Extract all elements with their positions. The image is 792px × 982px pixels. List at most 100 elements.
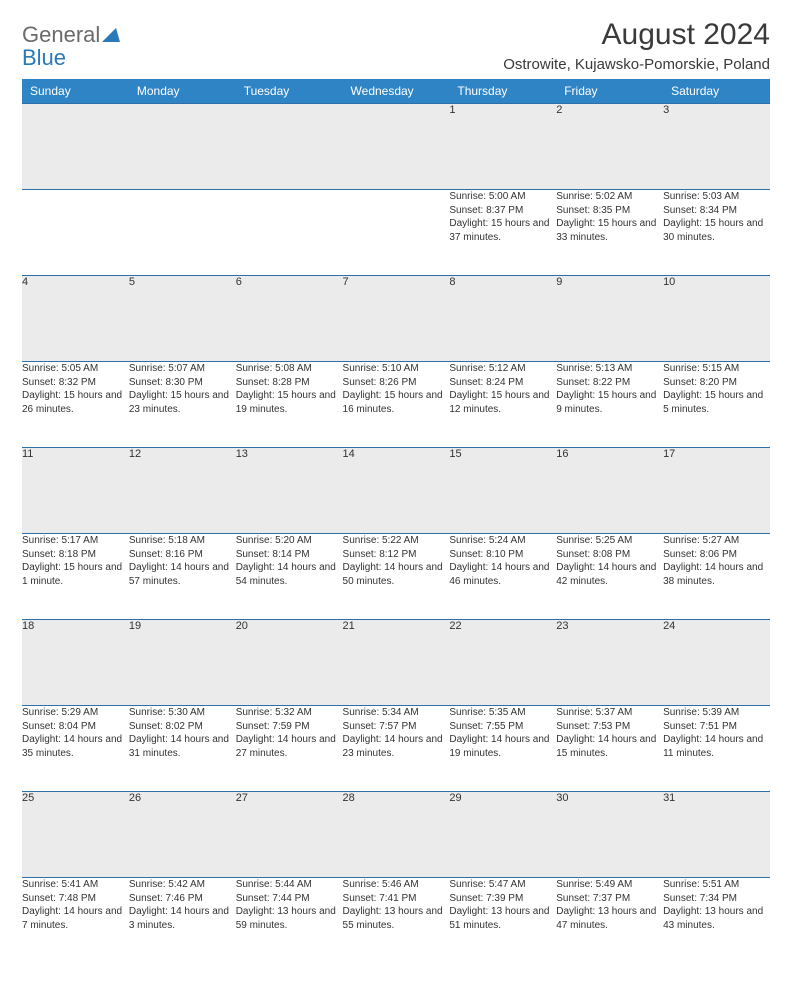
day-info-cell: Sunrise: 5:03 AMSunset: 8:34 PMDaylight:… xyxy=(663,190,770,276)
day-number-cell: 22 xyxy=(449,620,556,706)
day-info-row: Sunrise: 5:00 AMSunset: 8:37 PMDaylight:… xyxy=(22,190,770,276)
day-number-cell: 4 xyxy=(22,276,129,362)
day-info-cell: Sunrise: 5:34 AMSunset: 7:57 PMDaylight:… xyxy=(343,706,450,792)
day-number-row: 123 xyxy=(22,104,770,190)
day-info-cell: Sunrise: 5:42 AMSunset: 7:46 PMDaylight:… xyxy=(129,878,236,964)
day-number-cell xyxy=(236,104,343,190)
day-info-cell: Sunrise: 5:00 AMSunset: 8:37 PMDaylight:… xyxy=(449,190,556,276)
day-number-cell xyxy=(343,104,450,190)
day-info-cell xyxy=(343,190,450,276)
day-info-cell: Sunrise: 5:22 AMSunset: 8:12 PMDaylight:… xyxy=(343,534,450,620)
day-info-cell: Sunrise: 5:27 AMSunset: 8:06 PMDaylight:… xyxy=(663,534,770,620)
day-number-cell: 31 xyxy=(663,792,770,878)
day-number-cell: 25 xyxy=(22,792,129,878)
day-number-cell: 5 xyxy=(129,276,236,362)
day-number-row: 25262728293031 xyxy=(22,792,770,878)
day-info-cell: Sunrise: 5:24 AMSunset: 8:10 PMDaylight:… xyxy=(449,534,556,620)
day-info-cell: Sunrise: 5:49 AMSunset: 7:37 PMDaylight:… xyxy=(556,878,663,964)
header: General Blue August 2024 Ostrowite, Kuja… xyxy=(22,18,770,73)
day-number-cell: 16 xyxy=(556,448,663,534)
logo-word-2: Blue xyxy=(22,45,66,70)
day-info-cell: Sunrise: 5:41 AMSunset: 7:48 PMDaylight:… xyxy=(22,878,129,964)
day-info-row: Sunrise: 5:05 AMSunset: 8:32 PMDaylight:… xyxy=(22,362,770,448)
col-tuesday: Tuesday xyxy=(236,79,343,104)
day-number-row: 18192021222324 xyxy=(22,620,770,706)
calendar-table: Sunday Monday Tuesday Wednesday Thursday… xyxy=(22,79,770,964)
day-number-cell xyxy=(129,104,236,190)
day-info-cell: Sunrise: 5:35 AMSunset: 7:55 PMDaylight:… xyxy=(449,706,556,792)
col-sunday: Sunday xyxy=(22,79,129,104)
day-info-cell: Sunrise: 5:13 AMSunset: 8:22 PMDaylight:… xyxy=(556,362,663,448)
day-number-cell: 6 xyxy=(236,276,343,362)
day-info-row: Sunrise: 5:29 AMSunset: 8:04 PMDaylight:… xyxy=(22,706,770,792)
day-info-cell: Sunrise: 5:47 AMSunset: 7:39 PMDaylight:… xyxy=(449,878,556,964)
month-title: August 2024 xyxy=(503,18,770,52)
day-number-cell: 21 xyxy=(343,620,450,706)
day-info-cell: Sunrise: 5:12 AMSunset: 8:24 PMDaylight:… xyxy=(449,362,556,448)
day-number-cell: 27 xyxy=(236,792,343,878)
location: Ostrowite, Kujawsko-Pomorskie, Poland xyxy=(503,56,770,73)
day-info-cell: Sunrise: 5:37 AMSunset: 7:53 PMDaylight:… xyxy=(556,706,663,792)
day-number-cell: 18 xyxy=(22,620,129,706)
logo-text-block: General Blue xyxy=(22,24,120,70)
col-monday: Monday xyxy=(129,79,236,104)
logo-word-1: General xyxy=(22,22,100,47)
day-info-cell: Sunrise: 5:18 AMSunset: 8:16 PMDaylight:… xyxy=(129,534,236,620)
day-number-row: 45678910 xyxy=(22,276,770,362)
day-number-cell: 12 xyxy=(129,448,236,534)
col-thursday: Thursday xyxy=(449,79,556,104)
title-block: August 2024 Ostrowite, Kujawsko-Pomorski… xyxy=(503,18,770,73)
day-info-cell: Sunrise: 5:39 AMSunset: 7:51 PMDaylight:… xyxy=(663,706,770,792)
day-info-cell xyxy=(22,190,129,276)
col-wednesday: Wednesday xyxy=(343,79,450,104)
day-number-cell: 13 xyxy=(236,448,343,534)
day-number-cell: 20 xyxy=(236,620,343,706)
day-number-cell: 7 xyxy=(343,276,450,362)
day-info-cell: Sunrise: 5:32 AMSunset: 7:59 PMDaylight:… xyxy=(236,706,343,792)
day-info-cell: Sunrise: 5:46 AMSunset: 7:41 PMDaylight:… xyxy=(343,878,450,964)
day-info-row: Sunrise: 5:41 AMSunset: 7:48 PMDaylight:… xyxy=(22,878,770,964)
day-number-cell: 17 xyxy=(663,448,770,534)
day-info-cell: Sunrise: 5:44 AMSunset: 7:44 PMDaylight:… xyxy=(236,878,343,964)
day-number-cell: 29 xyxy=(449,792,556,878)
day-number-cell: 30 xyxy=(556,792,663,878)
day-number-cell xyxy=(22,104,129,190)
day-info-cell: Sunrise: 5:05 AMSunset: 8:32 PMDaylight:… xyxy=(22,362,129,448)
day-number-cell: 14 xyxy=(343,448,450,534)
day-info-row: Sunrise: 5:17 AMSunset: 8:18 PMDaylight:… xyxy=(22,534,770,620)
day-info-cell: Sunrise: 5:30 AMSunset: 8:02 PMDaylight:… xyxy=(129,706,236,792)
calendar-body: 123 Sunrise: 5:00 AMSunset: 8:37 PMDayli… xyxy=(22,104,770,964)
day-info-cell: Sunrise: 5:02 AMSunset: 8:35 PMDaylight:… xyxy=(556,190,663,276)
day-number-cell: 1 xyxy=(449,104,556,190)
weekday-header-row: Sunday Monday Tuesday Wednesday Thursday… xyxy=(22,79,770,104)
day-number-row: 11121314151617 xyxy=(22,448,770,534)
calendar-page: General Blue August 2024 Ostrowite, Kuja… xyxy=(0,0,792,982)
day-number-cell: 10 xyxy=(663,276,770,362)
day-number-cell: 2 xyxy=(556,104,663,190)
day-number-cell: 3 xyxy=(663,104,770,190)
day-number-cell: 8 xyxy=(449,276,556,362)
day-info-cell: Sunrise: 5:29 AMSunset: 8:04 PMDaylight:… xyxy=(22,706,129,792)
col-friday: Friday xyxy=(556,79,663,104)
logo-triangle-icon xyxy=(102,28,120,47)
day-info-cell xyxy=(129,190,236,276)
day-number-cell: 23 xyxy=(556,620,663,706)
day-info-cell: Sunrise: 5:51 AMSunset: 7:34 PMDaylight:… xyxy=(663,878,770,964)
day-info-cell: Sunrise: 5:15 AMSunset: 8:20 PMDaylight:… xyxy=(663,362,770,448)
day-number-cell: 26 xyxy=(129,792,236,878)
day-number-cell: 28 xyxy=(343,792,450,878)
day-info-cell xyxy=(236,190,343,276)
day-number-cell: 24 xyxy=(663,620,770,706)
day-info-cell: Sunrise: 5:07 AMSunset: 8:30 PMDaylight:… xyxy=(129,362,236,448)
day-number-cell: 15 xyxy=(449,448,556,534)
col-saturday: Saturday xyxy=(663,79,770,104)
day-info-cell: Sunrise: 5:25 AMSunset: 8:08 PMDaylight:… xyxy=(556,534,663,620)
day-info-cell: Sunrise: 5:20 AMSunset: 8:14 PMDaylight:… xyxy=(236,534,343,620)
day-info-cell: Sunrise: 5:10 AMSunset: 8:26 PMDaylight:… xyxy=(343,362,450,448)
day-number-cell: 19 xyxy=(129,620,236,706)
day-number-cell: 11 xyxy=(22,448,129,534)
day-info-cell: Sunrise: 5:17 AMSunset: 8:18 PMDaylight:… xyxy=(22,534,129,620)
logo: General Blue xyxy=(22,24,120,70)
day-number-cell: 9 xyxy=(556,276,663,362)
day-info-cell: Sunrise: 5:08 AMSunset: 8:28 PMDaylight:… xyxy=(236,362,343,448)
